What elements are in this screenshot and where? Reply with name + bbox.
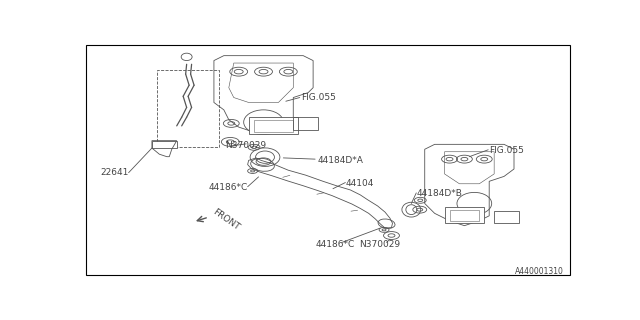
Text: N370029: N370029 xyxy=(225,141,267,150)
Text: FRONT: FRONT xyxy=(211,207,241,232)
Text: 44184D*B: 44184D*B xyxy=(416,189,462,198)
Text: 44186*C: 44186*C xyxy=(209,183,248,192)
Text: 44186*C: 44186*C xyxy=(316,240,355,249)
Bar xyxy=(249,117,298,134)
Bar xyxy=(445,207,484,223)
Text: FIG.055: FIG.055 xyxy=(301,93,335,102)
Text: FIG.055: FIG.055 xyxy=(489,146,524,155)
Text: 44184D*A: 44184D*A xyxy=(317,156,363,165)
Text: A440001310: A440001310 xyxy=(515,267,564,276)
Bar xyxy=(449,210,479,221)
Text: 44104: 44104 xyxy=(346,179,374,188)
Bar xyxy=(157,70,219,147)
Bar xyxy=(152,141,177,148)
Text: N370029: N370029 xyxy=(360,240,401,249)
Bar xyxy=(253,120,293,132)
Text: 22641: 22641 xyxy=(100,168,129,177)
